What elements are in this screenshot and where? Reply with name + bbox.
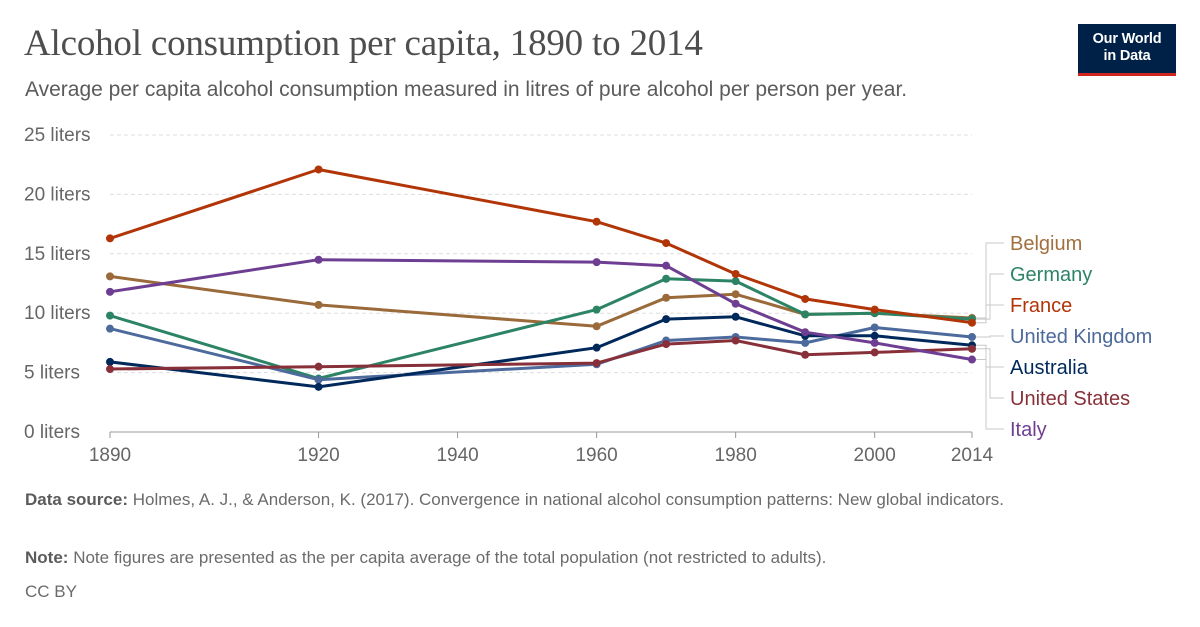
series-line-belgium (109, 274, 973, 328)
data-point-italy (870, 338, 879, 347)
license[interactable]: CC BY (25, 582, 77, 601)
legend-label-united-kingdom: United Kingdom (1010, 326, 1152, 348)
y-tick-label: 5 liters (24, 363, 80, 384)
data-point-italy (314, 255, 323, 264)
legend-connector-belgium (976, 242, 1004, 319)
data-point-italy (662, 261, 671, 270)
y-tick-label: 20 liters (24, 184, 91, 205)
data-source: Data source: Holmes, A. J., & Anderson, … (25, 488, 1145, 511)
note-label: Note: (25, 548, 69, 567)
data-point-united-states (106, 365, 114, 374)
legend-connector-united-kingdom (976, 335, 1004, 338)
data-point-italy (592, 258, 601, 267)
data-source-text: Holmes, A. J., & Anderson, K. (2017). Co… (132, 490, 1004, 509)
series-line-united-states (109, 339, 973, 371)
y-tick-label: 25 liters (24, 125, 91, 146)
legend-connector-united-states (976, 348, 1004, 399)
data-point-belgium (314, 300, 323, 309)
data-point-australia (314, 382, 323, 391)
data-point-italy (106, 287, 114, 296)
data-point-australia (106, 357, 114, 366)
y-tick-label: 10 liters (24, 303, 91, 324)
line-chart: 0 liters 5 liters 10 liters 15 liters 20 lit… (24, 125, 1152, 466)
logo-line-2: in Data (1103, 48, 1151, 64)
x-tick-label: 1940 (436, 445, 478, 466)
data-point-united-states (801, 350, 810, 359)
data-point-united-states (968, 344, 976, 353)
series-line-france (109, 168, 973, 325)
x-tick-label: 2014 (951, 445, 994, 466)
owid-logo[interactable]: Our World in Data (1078, 24, 1176, 76)
chart-subtitle: Average per capita alcohol consumption m… (25, 78, 908, 101)
data-point-united-kingdom (106, 324, 114, 333)
chart-note: Note: Note figures are presented as the … (25, 546, 826, 569)
data-point-united-states (592, 359, 601, 368)
legend-label-france: France (1010, 295, 1072, 317)
data-point-united-states (731, 336, 740, 345)
series-line-australia (109, 315, 973, 389)
legend-connector-france (976, 304, 1004, 324)
data-point-united-states (870, 348, 879, 357)
data-point-france (106, 234, 114, 243)
logo-line-1: Our World (1092, 31, 1162, 47)
data-point-france (870, 305, 879, 314)
data-point-united-kingdom (870, 323, 879, 332)
data-point-france (968, 318, 976, 327)
data-point-france (592, 217, 601, 226)
data-point-belgium (731, 290, 740, 299)
x-tick-label: 1920 (297, 445, 339, 466)
data-point-germany (106, 311, 114, 320)
data-point-germany (731, 277, 740, 286)
legend-label-germany: Germany (1010, 264, 1092, 286)
x-tick-label: 1980 (715, 445, 757, 466)
data-point-germany (662, 274, 671, 283)
data-point-united-kingdom (801, 338, 810, 347)
data-point-france (801, 294, 810, 303)
note-text: Note figures are presented as the per ca… (73, 548, 827, 567)
data-point-france (314, 165, 323, 174)
data-point-united-kingdom (968, 332, 976, 341)
data-point-italy (968, 355, 976, 364)
data-point-italy (731, 299, 740, 308)
data-point-belgium (592, 322, 601, 331)
legend-connector-germany (976, 273, 1004, 320)
legend-label-australia: Australia (1010, 357, 1089, 379)
data-point-australia (870, 331, 879, 340)
legend-connector-italy (976, 359, 1004, 430)
x-tick-label: 2000 (854, 445, 896, 466)
data-source-label: Data source: (25, 490, 128, 509)
chart-title: Alcohol consumption per capita, 1890 to … (24, 23, 703, 64)
data-point-australia (592, 343, 601, 352)
data-point-germany (592, 305, 601, 314)
data-point-australia (662, 315, 671, 324)
data-point-belgium (106, 272, 114, 281)
legend-label-italy: Italy (1010, 419, 1047, 441)
x-tick-label: 1960 (575, 445, 617, 466)
data-point-france (662, 239, 671, 248)
data-point-united-kingdom (314, 375, 323, 384)
series-line-united-kingdom (109, 326, 973, 382)
data-point-australia (731, 312, 740, 321)
x-tick-label: 1890 (89, 445, 131, 466)
data-point-united-states (314, 362, 323, 371)
legend-connector-australia (976, 344, 1004, 368)
data-point-united-states (662, 340, 671, 349)
data-point-germany (801, 310, 810, 319)
data-point-belgium (662, 293, 671, 302)
series-line-italy (109, 258, 973, 361)
data-point-france (731, 269, 740, 278)
y-tick-label: 15 liters (24, 244, 91, 265)
legend-label-united-states: United States (1010, 388, 1130, 410)
legend-label-belgium: Belgium (1010, 233, 1082, 255)
y-tick-label: 0 liters (24, 422, 80, 443)
data-point-italy (801, 328, 810, 337)
